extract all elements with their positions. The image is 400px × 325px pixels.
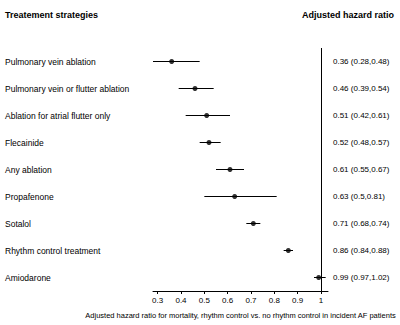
svg-text:0.7: 0.7 (245, 296, 257, 305)
svg-text:Ablation for atrial flutter on: Ablation for atrial flutter only (5, 111, 111, 121)
svg-text:Pulmonary vein or flutter abla: Pulmonary vein or flutter ablation (5, 84, 130, 94)
svg-text:Treatement strategies: Treatement strategies (5, 10, 98, 20)
svg-text:0.61 (0.55,0.67): 0.61 (0.55,0.67) (333, 165, 390, 174)
svg-text:Rhythm control treatment: Rhythm control treatment (5, 246, 101, 256)
svg-text:Amiodarone: Amiodarone (5, 273, 51, 283)
svg-text:0.5: 0.5 (199, 296, 211, 305)
svg-text:Any ablation: Any ablation (5, 165, 52, 175)
svg-text:0.4: 0.4 (175, 296, 187, 305)
svg-text:Propafenone: Propafenone (5, 192, 54, 202)
svg-text:0.63 (0.5,0.81): 0.63 (0.5,0.81) (333, 192, 385, 201)
svg-text:0.36 (0.28,0.48): 0.36 (0.28,0.48) (333, 57, 390, 66)
svg-text:1: 1 (319, 296, 324, 305)
svg-text:0.3: 0.3 (152, 296, 164, 305)
svg-text:0.6: 0.6 (222, 296, 234, 305)
svg-text:Adjusted hazard ratio: Adjusted hazard ratio (302, 10, 395, 20)
svg-text:0.52 (0.48,0.57): 0.52 (0.48,0.57) (333, 138, 390, 147)
svg-text:Adjusted hazard ratio for mort: Adjusted hazard ratio for mortality, rhy… (85, 311, 396, 320)
svg-text:Pulmonary vein ablation: Pulmonary vein ablation (5, 57, 96, 67)
svg-text:Sotalol: Sotalol (5, 219, 31, 229)
svg-text:0.8: 0.8 (269, 296, 281, 305)
svg-text:Flecainide: Flecainide (5, 138, 44, 148)
svg-text:0.86 (0.84,0.88): 0.86 (0.84,0.88) (333, 246, 390, 255)
svg-text:0.71 (0.68,0.74): 0.71 (0.68,0.74) (333, 219, 390, 228)
svg-text:0.99 (0.97,1.02): 0.99 (0.97,1.02) (333, 273, 390, 282)
svg-text:0.9: 0.9 (292, 296, 304, 305)
svg-text:0.46 (0.39,0.54): 0.46 (0.39,0.54) (333, 84, 390, 93)
svg-text:0.51 (0.42,0.61): 0.51 (0.42,0.61) (333, 111, 390, 120)
